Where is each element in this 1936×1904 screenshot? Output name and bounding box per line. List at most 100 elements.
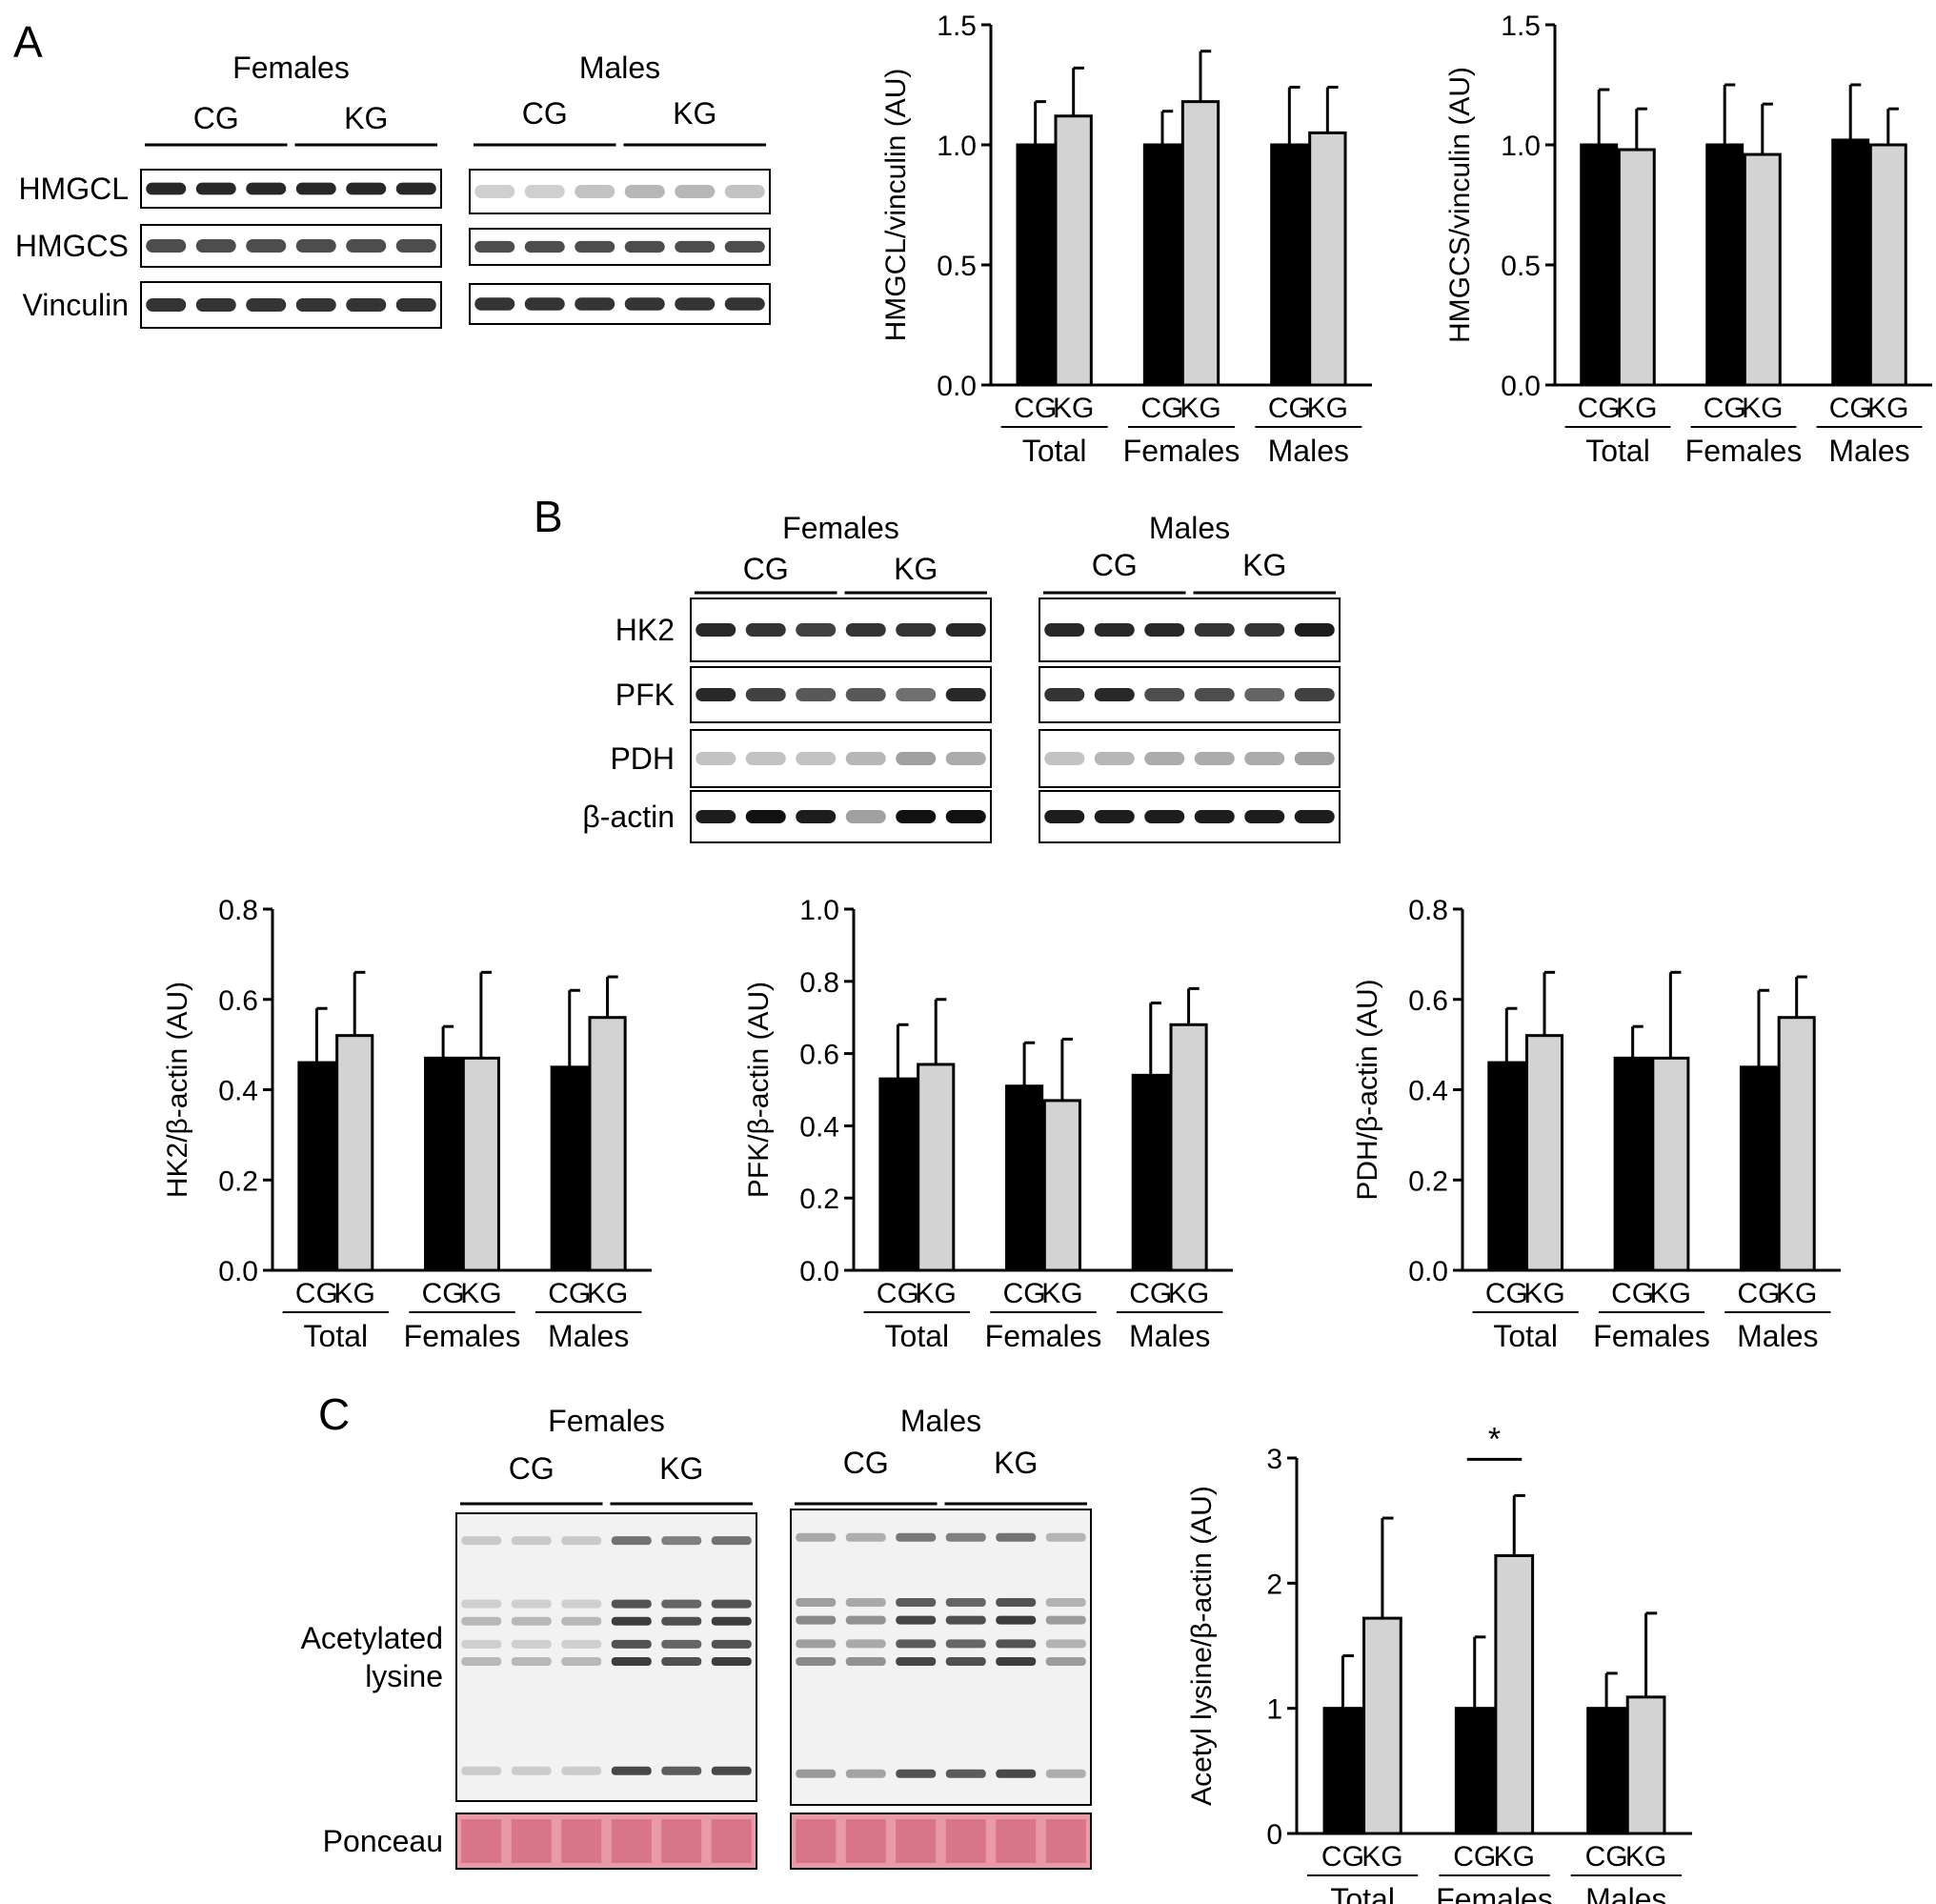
blot-band: [511, 1536, 552, 1546]
blot-band: [1045, 1639, 1086, 1649]
blot-band: [661, 1599, 702, 1609]
blot-band: [511, 1657, 552, 1666]
blot-females: Females CG KG HK2 PFK PDH β-actin: [582, 511, 992, 843]
blot-group-label: CG: [522, 96, 568, 131]
bar-cg: [878, 1077, 918, 1272]
x-category-label: Total: [1493, 1319, 1558, 1353]
bar-cg: [1270, 143, 1309, 387]
blot-band: [845, 1598, 886, 1607]
x-category-label: Total: [304, 1319, 369, 1353]
blot-row-label: Acetylated: [301, 1621, 443, 1655]
x-group-label: KG: [1742, 393, 1783, 424]
blot-band: [1094, 688, 1135, 701]
blot-band: [511, 1599, 552, 1609]
y-tick-label: 0: [1266, 1819, 1282, 1851]
blot-band: [561, 1536, 602, 1546]
significance-marker: *: [1488, 1421, 1501, 1457]
y-tick-label: 0.5: [937, 251, 977, 282]
blot-band: [675, 240, 716, 253]
blot-frame: [790, 1813, 1092, 1870]
x-category-label: Females: [1123, 434, 1240, 468]
x-category-label: Total: [885, 1319, 950, 1353]
blot-band: [745, 752, 786, 765]
x-group-label: KG: [1168, 1278, 1209, 1309]
blot-band: [796, 1598, 837, 1607]
blot-frame: [690, 729, 992, 788]
x-group-label: CG: [1321, 1841, 1364, 1873]
blot-band: [246, 298, 287, 312]
x-group-label: KG: [1494, 1841, 1535, 1873]
blot-band: [511, 1766, 552, 1775]
blot-band: [711, 1599, 752, 1609]
blot-band: [996, 1657, 1037, 1666]
blot-band: [611, 1536, 652, 1546]
blot-band: [845, 810, 886, 823]
bar-cg: [1142, 143, 1182, 387]
blot-band: [1045, 1615, 1086, 1625]
blot-band: [575, 240, 615, 253]
y-axis-label: HK2/β-actin (AU): [162, 982, 193, 1198]
blot-band: [724, 297, 765, 311]
x-group-label: KG: [1361, 1841, 1402, 1873]
blot-group-label: KG: [659, 1451, 703, 1486]
blot-band: [845, 1657, 886, 1666]
blot-band: [1244, 752, 1285, 765]
blot-band: [675, 185, 716, 198]
y-tick-label: 1.5: [1501, 10, 1541, 42]
panel-label-c: C: [318, 1389, 350, 1439]
blot-row-label: Ponceau: [323, 1824, 443, 1858]
blot-males: Males CG KG: [469, 51, 771, 325]
blot-band: [745, 623, 786, 637]
blot-band: [711, 1766, 752, 1775]
blot-band: [661, 1616, 702, 1626]
x-category-label: Females: [1593, 1319, 1710, 1353]
blot-band: [996, 1598, 1037, 1607]
x-group-label: KG: [1053, 393, 1094, 424]
ponceau-lane: [996, 1819, 1037, 1863]
blot-band: [1045, 1598, 1086, 1607]
blot-band: [1094, 752, 1135, 765]
blot-band: [945, 623, 986, 637]
blot-band: [346, 298, 387, 312]
x-group-label: KG: [1867, 393, 1908, 424]
blot-band: [461, 1639, 502, 1649]
blot-band: [395, 298, 436, 312]
bar-kg: [1777, 1016, 1816, 1272]
x-category-label: Total: [1330, 1882, 1395, 1904]
blot-band: [675, 297, 716, 311]
panel-a-blots: A Females CG KG HMGCL HMGCS Vinculin Males CG KG: [13, 17, 771, 329]
ponceau-lane: [896, 1819, 937, 1863]
blot-frame: [690, 598, 992, 662]
blot-group-label: CG: [743, 552, 789, 586]
blot-band: [1144, 623, 1185, 637]
blot-band: [575, 297, 615, 311]
blot-females: Females CG KG HMGCL HMGCS Vinculin: [15, 51, 442, 329]
blot-band: [896, 1639, 937, 1649]
blot-frame: [469, 228, 771, 266]
ponceau-lane: [945, 1819, 986, 1863]
blot-group-label: CG: [843, 1446, 889, 1480]
blot-frame: [1039, 729, 1341, 788]
blot-band: [1044, 810, 1085, 823]
blot-row-label: HMGCS: [15, 229, 129, 263]
blot-group-label: CG: [509, 1451, 555, 1486]
y-axis-label: Acetyl lysine/β-actin (AU): [1186, 1486, 1218, 1806]
x-category-label: Males: [548, 1319, 629, 1353]
blot-band: [295, 239, 336, 253]
blot-row-label: HK2: [615, 613, 675, 647]
blot-band: [696, 688, 736, 701]
blot-band: [745, 688, 786, 701]
x-group-label: CG: [1141, 393, 1184, 424]
blot-band: [611, 1766, 652, 1775]
blot-band: [624, 185, 665, 198]
ponceau-lane: [461, 1819, 502, 1863]
blot-band: [246, 239, 287, 253]
y-tick-label: 0.6: [1408, 985, 1448, 1017]
blot-band: [896, 752, 937, 765]
blot-band: [996, 1615, 1037, 1625]
blot-band: [996, 1532, 1037, 1542]
bar-kg: [461, 1056, 500, 1272]
